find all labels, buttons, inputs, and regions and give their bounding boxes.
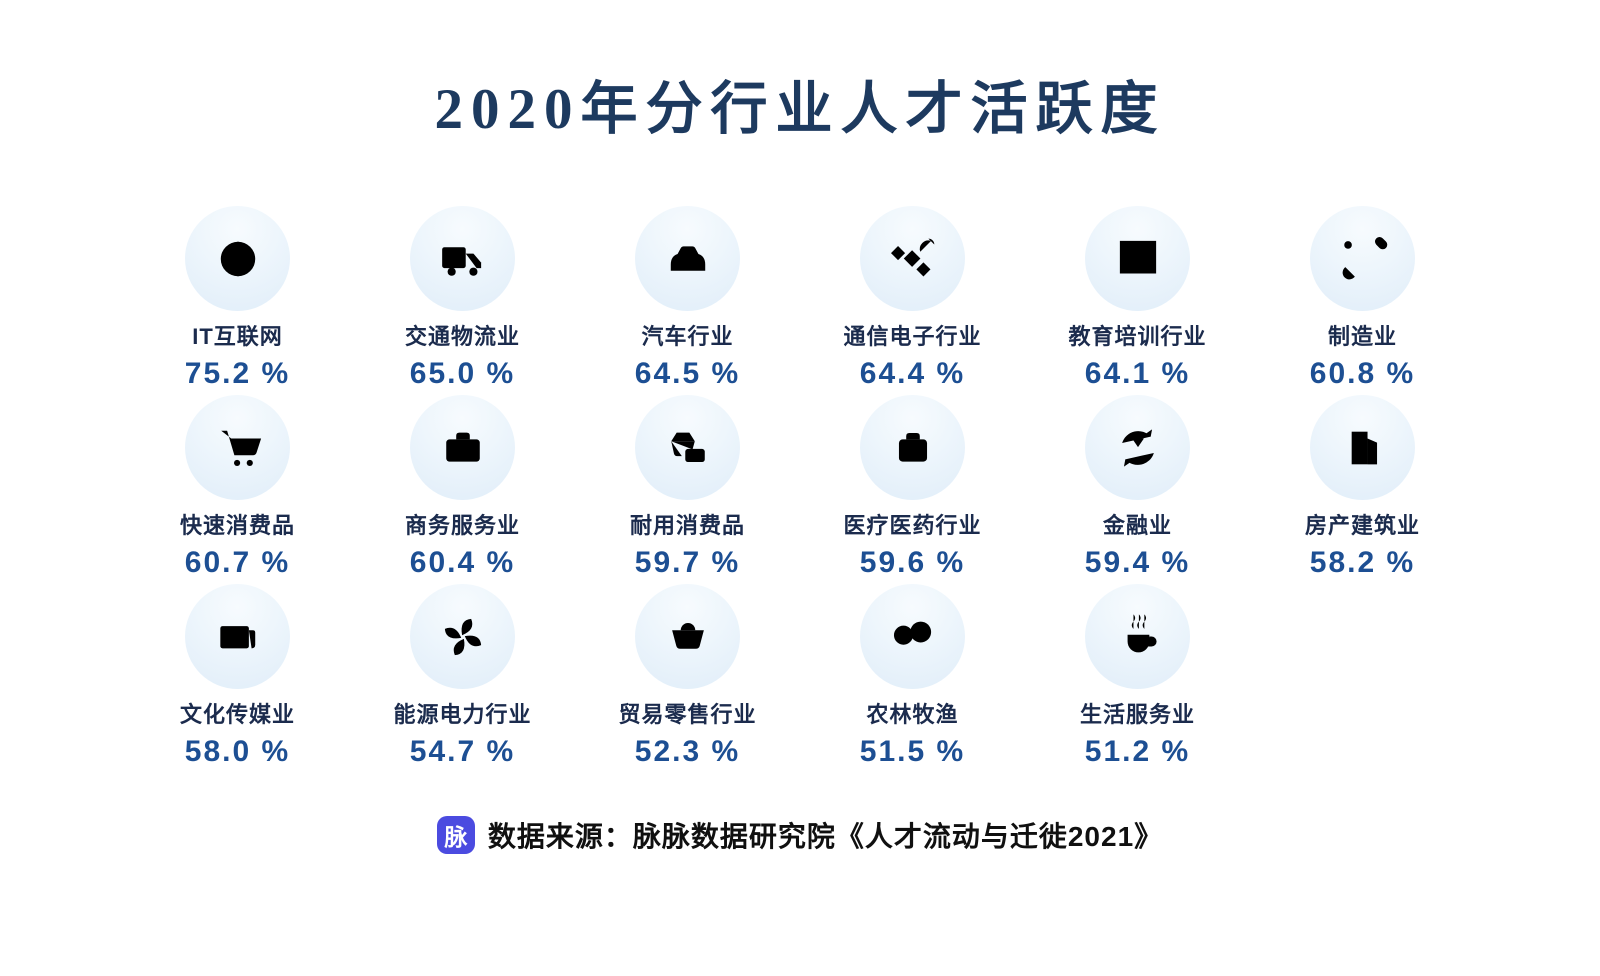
- industry-label: 房产建筑业: [1304, 513, 1420, 539]
- icon-circle: [860, 395, 965, 501]
- icon-circle: [185, 395, 290, 501]
- icon-circle: [860, 584, 965, 690]
- basket-card-icon: [659, 419, 717, 477]
- icon-circle: [185, 206, 290, 312]
- industry-card-it-internet: IT互联网 75.2 %: [125, 206, 350, 391]
- industry-value: 60.8 %: [1309, 357, 1416, 391]
- industry-grid: IT互联网 75.2 % 交通物流业 65.0 % 汽车行业 64.5 % 通信…: [125, 206, 1475, 769]
- industry-card-transport-logistics: 交通物流业 65.0 %: [350, 206, 575, 391]
- industry-value: 60.4 %: [409, 546, 516, 580]
- industry-card-real-estate-construction: 房产建筑业 58.2 %: [1250, 395, 1475, 580]
- coffee-cup-icon: [1109, 608, 1167, 666]
- briefcase-icon: [434, 419, 492, 477]
- truck-icon: [434, 230, 492, 288]
- globe-icon: [209, 230, 267, 288]
- industry-value: 64.5 %: [634, 357, 741, 391]
- tools-icon: [1334, 230, 1392, 288]
- industry-card-life-services: 生活服务业 51.2 %: [1025, 584, 1250, 769]
- industry-value: 60.7 %: [184, 546, 291, 580]
- industry-label: IT互联网: [192, 324, 283, 350]
- industry-label: 交通物流业: [404, 324, 520, 350]
- industry-label: 金融业: [1102, 513, 1172, 539]
- industry-label: 能源电力行业: [393, 702, 532, 728]
- industry-card-medical-pharma: 医疗医药行业 59.6 %: [800, 395, 1025, 580]
- industry-card-durable-goods: 耐用消费品 59.7 %: [575, 395, 800, 580]
- satellite-icon: [884, 230, 942, 288]
- icon-circle: [410, 584, 515, 690]
- industry-card-fmcg: 快速消费品 60.7 %: [125, 395, 350, 580]
- industry-value: 51.2 %: [1084, 735, 1191, 769]
- industry-card-education-training: 教育培训行业 64.1 %: [1025, 206, 1250, 391]
- page-title: 2020年分行业人才活跃度: [434, 78, 1166, 141]
- industry-card-agriculture: 农林牧渔 51.5 %: [800, 584, 1025, 769]
- buildings-icon: [1334, 419, 1392, 477]
- shopping-cart-icon: [209, 419, 267, 477]
- industry-value: 54.7 %: [409, 735, 516, 769]
- icon-circle: [635, 395, 740, 501]
- industry-value: 58.0 %: [184, 735, 291, 769]
- industry-card-culture-media: 文化传媒业 58.0 %: [125, 584, 350, 769]
- industry-label: 生活服务业: [1079, 702, 1195, 728]
- industry-label: 制造业: [1327, 324, 1397, 350]
- industry-label: 农林牧渔: [866, 702, 959, 728]
- industry-value: 75.2 %: [184, 357, 291, 391]
- industry-value: 59.4 %: [1084, 546, 1191, 580]
- teacher-board-icon: [1109, 230, 1167, 288]
- industry-value: 58.2 %: [1309, 546, 1416, 580]
- icon-circle: [410, 206, 515, 312]
- industry-label: 教育培训行业: [1068, 324, 1207, 350]
- industry-label: 商务服务业: [404, 513, 520, 539]
- industry-card-finance: 金融业 59.4 %: [1025, 395, 1250, 580]
- icon-circle: [860, 206, 965, 312]
- industry-card-telecom-electronics: 通信电子行业 64.4 %: [800, 206, 1025, 391]
- medical-kit-icon: [884, 419, 942, 477]
- industry-label: 汽车行业: [641, 324, 734, 350]
- industry-label: 快速消费品: [179, 513, 295, 539]
- industry-card-automotive: 汽车行业 64.5 %: [575, 206, 800, 391]
- industry-value: 65.0 %: [409, 357, 516, 391]
- industry-card-energy-power: 能源电力行业 54.7 %: [350, 584, 575, 769]
- industry-label: 耐用消费品: [629, 513, 745, 539]
- data-source-text: 数据来源：脉脉数据研究院《人才流动与迁徙2021》: [487, 821, 1164, 853]
- industry-value: 64.1 %: [1084, 357, 1191, 391]
- industry-label: 文化传媒业: [179, 702, 295, 728]
- shopping-basket-icon: [659, 608, 717, 666]
- industry-label: 贸易零售行业: [618, 702, 757, 728]
- industry-label: 医疗医药行业: [843, 513, 982, 539]
- data-source-footer: 脉 数据来源：脉脉数据研究院《人才流动与迁徙2021》: [0, 815, 1600, 855]
- industry-value: 64.4 %: [859, 357, 966, 391]
- yuan-refresh-icon: [1109, 419, 1167, 477]
- industry-value: 51.5 %: [859, 735, 966, 769]
- industry-card-manufacturing: 制造业 60.8 %: [1250, 206, 1475, 391]
- trees-icon: [884, 608, 942, 666]
- icon-circle: [1085, 395, 1190, 501]
- industry-card-trade-retail: 贸易零售行业 52.3 %: [575, 584, 800, 769]
- newspaper-icon: [209, 608, 267, 666]
- icon-circle: [1085, 206, 1190, 312]
- icon-circle: [410, 395, 515, 501]
- icon-circle: [185, 584, 290, 690]
- icon-circle: [1085, 584, 1190, 690]
- pinwheel-icon: [434, 608, 492, 666]
- industry-value: 59.6 %: [859, 546, 966, 580]
- industry-value: 59.7 %: [634, 546, 741, 580]
- icon-circle: [635, 206, 740, 312]
- industry-card-business-services: 商务服务业 60.4 %: [350, 395, 575, 580]
- car-icon: [659, 230, 717, 288]
- icon-circle: [635, 584, 740, 690]
- industry-label: 通信电子行业: [843, 324, 982, 350]
- icon-circle: [1310, 395, 1415, 501]
- icon-circle: [1310, 206, 1415, 312]
- maimai-logo-icon: 脉: [436, 816, 475, 855]
- industry-value: 52.3 %: [634, 735, 741, 769]
